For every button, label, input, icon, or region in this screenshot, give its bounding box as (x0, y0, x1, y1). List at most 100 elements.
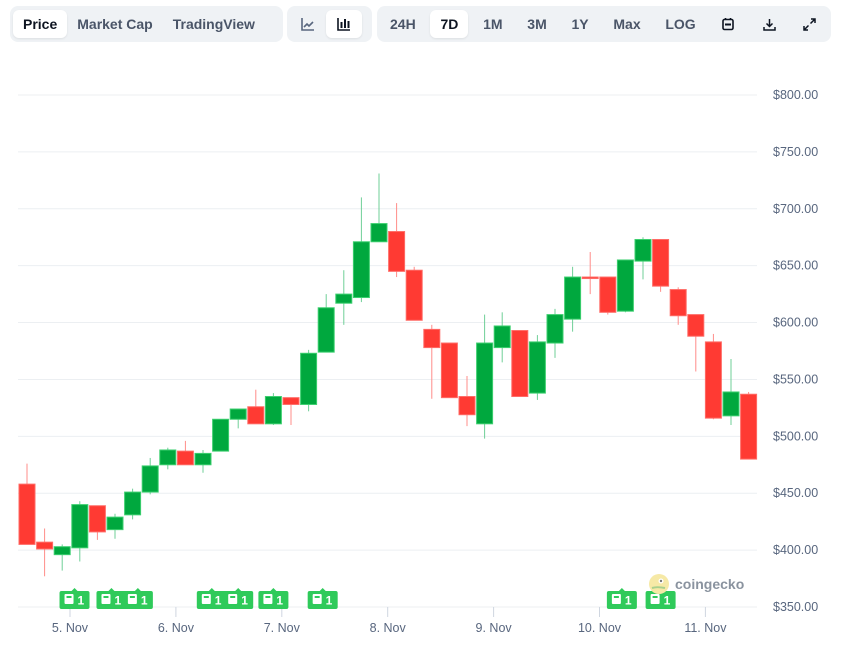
news-badge (122, 588, 153, 609)
newspaper-icon-line (314, 596, 320, 598)
news-markers: 1 1 1 1 1 1 1 1 1 (59, 588, 676, 609)
expand-icon (803, 17, 817, 31)
tab-price[interactable]: Price (13, 10, 68, 38)
x-tick-label: 7. Nov (264, 621, 301, 635)
news-marker[interactable]: 1 (258, 588, 289, 609)
y-tick-label: $800.00 (773, 88, 818, 102)
candle-up (528, 335, 546, 400)
candle-body (405, 269, 423, 321)
candle-down (687, 314, 705, 372)
newspaper-icon (312, 594, 322, 604)
candle-body (581, 276, 599, 280)
candle-body (106, 516, 124, 531)
range-1y[interactable]: 1Y (571, 16, 589, 32)
candle-body (71, 504, 89, 549)
candle-body (616, 259, 634, 312)
x-tick-label: 9. Nov (476, 621, 513, 635)
news-marker[interactable]: 1 (606, 588, 637, 609)
candle-body (493, 325, 511, 349)
download-button[interactable] (751, 10, 787, 38)
news-badge (196, 588, 227, 609)
candle-up (212, 418, 230, 452)
candles (18, 173, 758, 577)
candle-down (36, 528, 54, 577)
candle-body (388, 231, 406, 272)
tab-tradingview[interactable]: TradingView (172, 16, 255, 32)
candle-up (300, 349, 318, 412)
view-tab-group: Price Market Cap TradingView (10, 6, 283, 42)
news-marker[interactable]: 1 (196, 588, 227, 609)
news-marker[interactable]: 1 (96, 588, 127, 609)
range-7d[interactable]: 7D (430, 10, 469, 38)
line-chart-button[interactable] (290, 10, 326, 38)
candle-down (511, 330, 529, 398)
news-marker[interactable]: 1 (59, 588, 90, 609)
log-toggle[interactable]: LOG (665, 16, 696, 32)
news-badge (258, 588, 289, 609)
candle-down (740, 391, 758, 460)
fullscreen-button[interactable] (792, 10, 828, 38)
candle-body (528, 341, 546, 394)
news-count: 1 (664, 594, 671, 608)
x-tick-label: 11. Nov (684, 621, 727, 635)
gecko-icon (649, 574, 669, 594)
news-count: 1 (326, 594, 333, 608)
candle-body (722, 391, 740, 417)
news-marker[interactable]: 1 (122, 588, 153, 609)
candle-up (106, 513, 124, 539)
candle-up (370, 173, 388, 243)
x-tick-label: 10. Nov (578, 621, 622, 635)
candle-up (124, 488, 142, 520)
news-badge (606, 588, 637, 609)
candle-up (229, 408, 247, 429)
brand-name: coingecko (675, 576, 745, 592)
newspaper-icon (228, 594, 238, 604)
y-tick-label: $750.00 (773, 145, 818, 159)
range-group: 24H 7D 1M 3M 1Y Max LOG (377, 6, 831, 42)
news-marker[interactable]: 1 (307, 588, 338, 609)
candle-body (18, 483, 36, 545)
candlestick-chart-button[interactable] (326, 10, 362, 38)
candle-up (194, 449, 212, 473)
candle-body (634, 238, 652, 262)
news-badge (307, 588, 338, 609)
range-1m[interactable]: 1M (483, 16, 503, 32)
news-count: 1 (141, 594, 148, 608)
range-max[interactable]: Max (613, 16, 641, 32)
date-range-button[interactable] (710, 10, 746, 38)
candle-up (546, 308, 564, 358)
range-3m[interactable]: 3M (527, 16, 547, 32)
candle-body (229, 408, 247, 420)
news-count: 1 (78, 594, 85, 608)
newspaper-icon (650, 594, 660, 604)
candle-down (18, 463, 36, 545)
y-axis: $350.00 $400.00 $450.00 $500.00 $550.00 $600.… (773, 88, 818, 614)
candle-down (405, 266, 423, 321)
candle-body (53, 546, 71, 556)
candle-body (669, 289, 687, 317)
candle-up (722, 358, 740, 425)
candle-body (194, 452, 212, 466)
candle-up (335, 270, 353, 325)
newspaper-icon (201, 594, 211, 604)
candle-body (124, 491, 142, 516)
x-tick-label: 5. Nov (52, 621, 89, 635)
coingecko-logo: coingecko (648, 573, 744, 595)
grid-lines (18, 94, 757, 608)
candle-body (511, 330, 529, 398)
newspaper-icon (611, 594, 621, 604)
y-tick-label: $450.00 (773, 486, 818, 500)
newspaper-icon-line (230, 596, 236, 598)
candle-body (36, 541, 54, 550)
newspaper-icon-line (129, 596, 135, 598)
newspaper-icon-line (66, 596, 72, 598)
tab-market-cap[interactable]: Market Cap (77, 16, 153, 32)
news-marker[interactable]: 1 (645, 588, 676, 609)
y-tick-label: $400.00 (773, 543, 818, 557)
range-24h[interactable]: 24H (390, 16, 416, 32)
news-badge (96, 588, 127, 609)
newspaper-icon-line (652, 596, 658, 598)
newspaper-icon (127, 594, 137, 604)
news-marker[interactable]: 1 (223, 588, 254, 609)
